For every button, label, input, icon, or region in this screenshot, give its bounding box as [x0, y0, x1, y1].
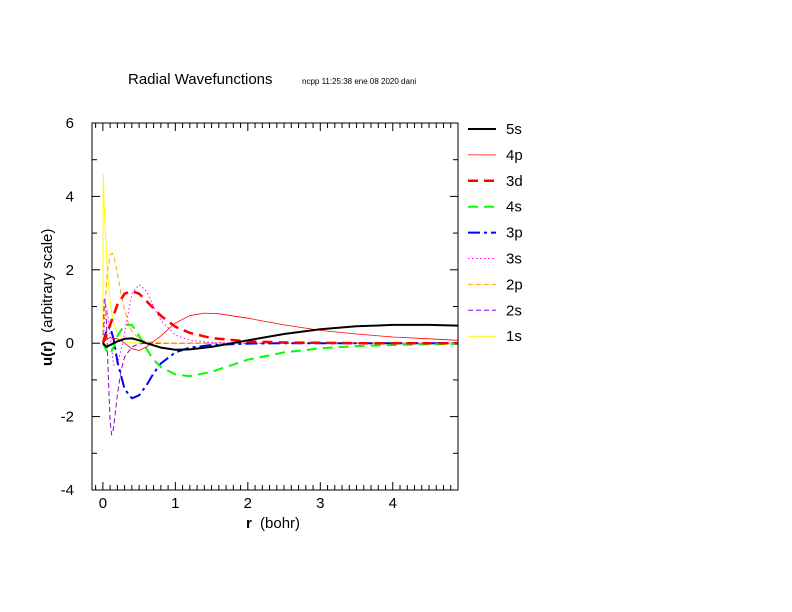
series-line-2s [102, 298, 458, 436]
y-tick-label: 6 [66, 115, 74, 132]
legend-label-2s: 2s [506, 302, 522, 319]
legend-label-3s: 3s [506, 251, 522, 268]
x-axis-label-symbol: r [246, 515, 252, 532]
y-axis-label: u(r) (arbitrary scale) [39, 229, 56, 366]
series-line-4p [102, 312, 458, 351]
x-tick-label: 3 [316, 495, 324, 512]
series-line-1s [102, 173, 458, 344]
x-tick-label: 4 [389, 495, 397, 512]
chart-subtitle: ncpp 11:25:38 ene 08 2020 dani [302, 77, 416, 86]
y-axis-label-symbol: u(r) [39, 341, 56, 366]
axis-ticks [92, 122, 459, 491]
legend-label-5s: 5s [506, 121, 522, 138]
series-line-3d [101, 289, 458, 345]
x-tick-label: 0 [99, 495, 107, 512]
legend-label-4s: 4s [506, 199, 522, 216]
chart-title: Radial Wavefunctions [128, 71, 273, 88]
y-tick-label: 4 [66, 188, 74, 205]
y-tick-label: -4 [61, 482, 74, 499]
series-line-5s [102, 323, 458, 351]
y-tick-label: 0 [66, 335, 74, 352]
x-axis-label: r (bohr) [246, 515, 300, 532]
x-axis-label-unit: (bohr) [260, 515, 300, 532]
legend-label-3d: 3d [506, 173, 523, 190]
y-axis-label-unit: (arbitrary scale) [39, 229, 56, 333]
legend-label-1s: 1s [506, 328, 522, 345]
series-layer [101, 173, 458, 436]
plot-frame [91, 122, 459, 491]
x-tick-label: 2 [244, 495, 252, 512]
y-tick-label: 2 [66, 262, 74, 279]
series-line-2p [102, 252, 458, 344]
legend: 5s 4p 3d 4s 3p 3s 2p 2s 1s [468, 121, 523, 345]
legend-label-3p: 3p [506, 225, 523, 242]
x-tick-label: 1 [171, 495, 179, 512]
legend-label-4p: 4p [506, 147, 523, 164]
y-tick-label: -2 [61, 409, 74, 426]
legend-label-2p: 2p [506, 276, 523, 293]
tick-labels: 0 1 2 3 4 -4 -2 0 2 4 6 [61, 115, 397, 512]
